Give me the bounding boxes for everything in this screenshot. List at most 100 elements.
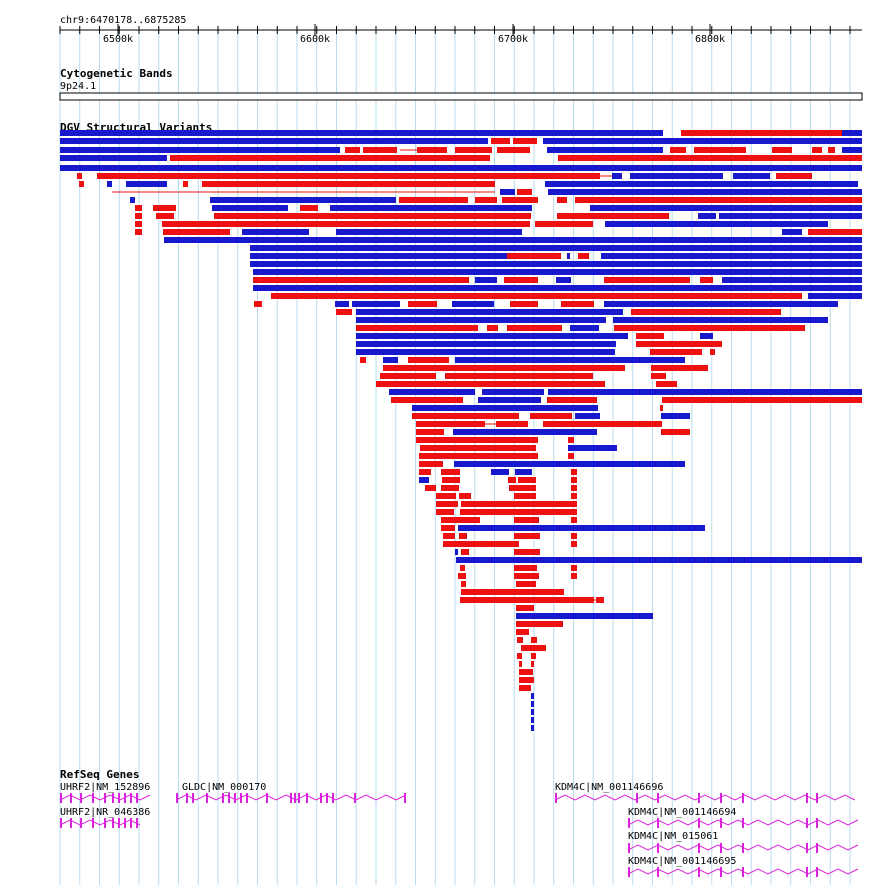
dgv-loss-variant[interactable] (710, 349, 715, 355)
dgv-gain-variant[interactable] (568, 445, 617, 451)
dgv-loss-variant[interactable] (571, 573, 577, 579)
dgv-loss-variant[interactable] (571, 485, 577, 491)
dgv-loss-variant[interactable] (535, 221, 593, 227)
dgv-gain-variant[interactable] (242, 229, 309, 235)
dgv-gain-variant[interactable] (389, 389, 475, 395)
dgv-loss-variant[interactable] (516, 605, 534, 611)
dgv-gain-variant[interactable] (531, 717, 534, 723)
dgv-loss-variant[interactable] (516, 621, 563, 627)
dgv-gain-variant[interactable] (545, 181, 858, 187)
dgv-loss-variant[interactable] (459, 493, 471, 499)
dgv-loss-variant[interactable] (77, 173, 82, 179)
dgv-loss-variant[interactable] (521, 645, 546, 651)
dgv-gain-variant[interactable] (356, 309, 623, 315)
dgv-loss-variant[interactable] (416, 429, 444, 435)
dgv-loss-variant[interactable] (360, 357, 366, 363)
dgv-loss-variant[interactable] (441, 525, 455, 531)
dgv-gain-variant[interactable] (719, 213, 862, 219)
gene-kdm4c-nm015061[interactable] (627, 843, 859, 853)
dgv-gain-variant[interactable] (601, 253, 862, 259)
gene-uhrf2-nm152896[interactable] (59, 793, 151, 803)
dgv-loss-variant[interactable] (497, 147, 530, 153)
dgv-loss-variant[interactable] (557, 197, 567, 203)
dgv-loss-variant[interactable] (436, 493, 456, 499)
dgv-gain-variant[interactable] (253, 285, 862, 291)
dgv-loss-variant[interactable] (530, 413, 572, 419)
dgv-loss-variant[interactable] (162, 221, 530, 227)
dgv-loss-variant[interactable] (604, 277, 690, 283)
dgv-gain-variant[interactable] (698, 213, 716, 219)
gene-kdm4c-nm001146694[interactable] (627, 818, 859, 828)
dgv-loss-variant[interactable] (475, 197, 497, 203)
dgv-gain-variant[interactable] (336, 229, 522, 235)
dgv-loss-variant[interactable] (514, 565, 537, 571)
dgv-loss-variant[interactable] (336, 309, 352, 315)
dgv-loss-variant[interactable] (441, 485, 459, 491)
dgv-loss-variant[interactable] (183, 181, 188, 187)
dgv-loss-variant[interactable] (561, 301, 594, 307)
dgv-gain-variant[interactable] (330, 205, 532, 211)
dgv-loss-variant[interactable] (408, 357, 449, 363)
dgv-gain-variant[interactable] (543, 138, 862, 144)
dgv-gain-variant[interactable] (842, 130, 862, 136)
dgv-gain-variant[interactable] (547, 147, 663, 153)
dgv-loss-variant[interactable] (254, 301, 262, 307)
dgv-loss-variant[interactable] (445, 373, 593, 379)
dgv-loss-variant[interactable] (518, 477, 536, 483)
dgv-loss-variant[interactable] (571, 533, 577, 539)
cytoband-track-title[interactable]: Cytogenetic Bands (60, 67, 173, 80)
dgv-loss-variant[interactable] (202, 181, 495, 187)
dgv-gain-variant[interactable] (842, 147, 862, 153)
dgv-loss-variant[interactable] (513, 138, 537, 144)
dgv-gain-variant[interactable] (60, 130, 663, 136)
dgv-loss-variant[interactable] (660, 405, 663, 411)
dgv-loss-variant[interactable] (436, 501, 458, 507)
dgv-loss-variant[interactable] (460, 509, 577, 515)
dgv-loss-variant[interactable] (425, 485, 436, 491)
dgv-loss-variant[interactable] (135, 221, 142, 227)
dgv-loss-variant[interactable] (461, 589, 564, 595)
dgv-loss-variant[interactable] (271, 293, 802, 299)
dgv-loss-variant[interactable] (558, 155, 862, 161)
dgv-gain-variant[interactable] (455, 357, 685, 363)
dgv-loss-variant[interactable] (509, 485, 536, 491)
dgv-gain-variant[interactable] (808, 293, 862, 299)
dgv-loss-variant[interactable] (458, 573, 466, 579)
dgv-gain-variant[interactable] (164, 237, 862, 243)
gene-kdm4c-nm001146696[interactable] (554, 793, 856, 803)
dgv-gain-variant[interactable] (107, 181, 112, 187)
dgv-loss-variant[interactable] (571, 517, 577, 523)
dgv-gain-variant[interactable] (570, 325, 599, 331)
dgv-gain-variant[interactable] (452, 301, 494, 307)
dgv-loss-variant[interactable] (399, 197, 468, 203)
dgv-gain-variant[interactable] (548, 189, 862, 195)
dgv-loss-variant[interactable] (776, 173, 812, 179)
dgv-loss-variant[interactable] (514, 493, 536, 499)
dgv-loss-variant[interactable] (460, 565, 465, 571)
dgv-gain-variant[interactable] (575, 413, 600, 419)
dgv-loss-variant[interactable] (170, 155, 490, 161)
dgv-loss-variant[interactable] (419, 461, 443, 467)
dgv-gain-variant[interactable] (454, 461, 685, 467)
dgv-loss-variant[interactable] (356, 325, 478, 331)
dgv-gain-variant[interactable] (212, 205, 288, 211)
dgv-gain-variant[interactable] (250, 261, 862, 267)
dgv-loss-variant[interactable] (253, 277, 469, 283)
dgv-loss-variant[interactable] (383, 365, 625, 371)
dgv-loss-variant[interactable] (519, 669, 533, 675)
dgv-loss-variant[interactable] (502, 197, 538, 203)
dgv-loss-variant[interactable] (519, 677, 534, 683)
dgv-loss-variant[interactable] (517, 637, 523, 643)
dgv-loss-variant[interactable] (455, 147, 492, 153)
dgv-loss-variant[interactable] (543, 421, 662, 427)
dgv-loss-variant[interactable] (153, 205, 176, 211)
dgv-loss-variant[interactable] (459, 533, 467, 539)
dgv-loss-variant[interactable] (650, 349, 702, 355)
dgv-gain-variant[interactable] (356, 341, 616, 347)
dgv-loss-variant[interactable] (516, 629, 529, 635)
dgv-loss-variant[interactable] (461, 501, 577, 507)
dgv-loss-variant[interactable] (571, 541, 577, 547)
dgv-loss-variant[interactable] (510, 301, 538, 307)
